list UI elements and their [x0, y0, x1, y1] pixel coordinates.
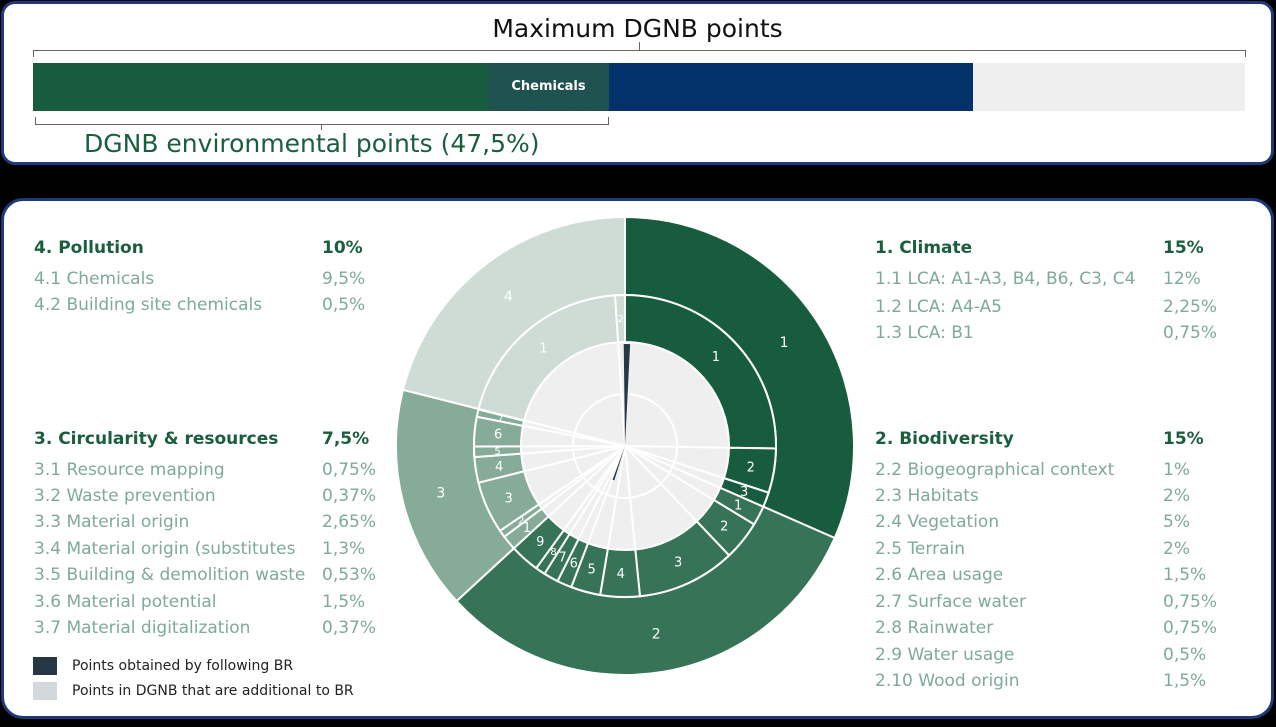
biodiversity-item-label: 2.3 Habitats	[875, 486, 979, 506]
middle-segment-label: 1	[523, 521, 531, 536]
pollution-item-label: 4.1 Chemicals	[34, 269, 155, 289]
biodiversity-item-pct: 1%	[1163, 460, 1190, 480]
biodiversity-item-label: 2.9 Water usage	[875, 645, 1015, 665]
middle-segment-label: 1	[539, 342, 547, 357]
middle-segment-label: 2	[518, 516, 524, 527]
middle-segment-label: 4	[495, 460, 503, 475]
biodiversity-item-label: 2.2 Biogeographical context	[875, 460, 1115, 480]
legend-label-additional: Points in DGNB that are additional to BR	[72, 683, 354, 699]
legend-swatch-obtained	[33, 657, 57, 675]
br-obtained-sliver	[623, 344, 631, 446]
biodiversity-item-pct: 0,75%	[1163, 618, 1218, 638]
middle-segment-label: 3	[740, 485, 748, 500]
circularity-item-pct: 1,3%	[322, 539, 366, 559]
max-points-bracket-tick	[639, 42, 640, 50]
middle-segment-label: 6	[570, 556, 578, 571]
biodiversity-item-label: 2.7 Surface water	[875, 592, 1027, 612]
biodiversity-title: 2. Biodiversity	[875, 429, 1014, 449]
pollution-item-pct: 0,5%	[322, 295, 366, 315]
circularity-item-label: 3.7 Material digitalization	[34, 618, 251, 638]
biodiversity-item-pct: 5%	[1163, 512, 1190, 532]
middle-segment-label: 3	[504, 492, 512, 507]
climate-item-pct: 12%	[1163, 269, 1201, 289]
circularity-item-label: 3.4 Material origin (substitutes	[34, 539, 296, 559]
env-points-label: DGNB environmental points (47,5%)	[84, 129, 540, 158]
biodiversity-item-pct: 0,75%	[1163, 592, 1218, 612]
bar-segment-navy	[609, 63, 973, 111]
biodiversity-item-label: 2.10 Wood origin	[875, 671, 1020, 691]
outer-segment-label: 2	[652, 626, 661, 642]
biodiversity-item-label: 2.8 Rainwater	[875, 618, 994, 638]
climate-item-pct: 0,75%	[1163, 323, 1218, 343]
circularity-item-pct: 0,37%	[322, 618, 377, 638]
biodiversity-item-pct: 2%	[1163, 539, 1190, 559]
outer-segment-label: 4	[504, 289, 513, 305]
climate-item-pct: 2,25%	[1163, 297, 1218, 317]
climate-item-label: 1.2 LCA: A4-A5	[875, 297, 1002, 317]
max-points-panel: Maximum DGNB points Chemicals DGNB envir…	[1, 1, 1274, 165]
biodiversity-item-label: 2.5 Terrain	[875, 539, 965, 559]
middle-segment-label: 7	[497, 414, 503, 425]
biodiversity-item-label: 2.4 Vegetation	[875, 512, 1000, 532]
middle-segment-label: 6	[494, 427, 502, 442]
middle-segment-label: 2	[747, 461, 755, 476]
biodiversity-item-pct: 0,5%	[1163, 645, 1207, 665]
biodiversity-pct: 15%	[1163, 429, 1204, 449]
biodiversity-item-pct: 1,5%	[1163, 565, 1207, 585]
middle-segment-label: 5	[588, 563, 596, 578]
middle-segment-label: 5	[494, 446, 500, 457]
climate-pct: 15%	[1163, 238, 1204, 258]
middle-segment-label: 2	[720, 520, 728, 535]
circularity-item-pct: 1,5%	[322, 592, 366, 612]
middle-segment-label: 4	[617, 567, 625, 582]
outer-segment-label: 1	[780, 335, 789, 351]
climate-item-label: 1.3 LCA: B1	[875, 323, 974, 343]
circularity-item-label: 3.1 Resource mapping	[34, 460, 225, 480]
biodiversity-item-pct: 2%	[1163, 486, 1190, 506]
legend-swatch-additional	[33, 682, 57, 700]
br-obtained-sliver	[612, 446, 625, 481]
middle-segment-label: 1	[712, 350, 720, 365]
max-points-bracket	[33, 50, 1246, 57]
circularity-item-pct: 0,53%	[322, 565, 377, 585]
pollution-title: 4. Pollution	[34, 238, 144, 258]
pollution-item-pct: 9,5%	[322, 269, 366, 289]
env-points-bracket	[35, 117, 609, 125]
circularity-item-label: 3.6 Material potential	[34, 592, 217, 612]
circularity-title: 3. Circularity & resources	[34, 429, 279, 449]
circularity-item-label: 3.2 Waste prevention	[34, 486, 216, 506]
legend-label-obtained: Points obtained by following BR	[72, 658, 294, 674]
middle-segment-label: 7	[558, 551, 566, 566]
outer-segment-label: 3	[436, 486, 445, 502]
middle-segment-label: 2	[618, 314, 624, 325]
circularity-item-label: 3.5 Building & demolition waste	[34, 565, 306, 585]
biodiversity-item-pct: 1,5%	[1163, 671, 1207, 691]
chemicals-label: Chemicals	[511, 79, 586, 94]
climate-item-label: 1.1 LCA: A1-A3, B4, B6, C3, C4	[875, 269, 1136, 289]
pollution-pct: 10%	[322, 238, 363, 258]
circularity-item-pct: 0,75%	[322, 460, 377, 480]
bar-segment-environmental	[33, 63, 488, 111]
bar-segment-chemicals	[488, 63, 609, 111]
bar-segment-remaining	[973, 63, 1245, 111]
pollution-item-label: 4.2 Building site chemicals	[34, 295, 263, 315]
max-points-title: Maximum DGNB points	[492, 14, 783, 43]
circularity-item-pct: 0,37%	[322, 486, 377, 506]
circularity-item-label: 3.3 Material origin	[34, 512, 190, 532]
middle-segment-label: 8	[550, 547, 556, 558]
circularity-pct: 7,5%	[322, 429, 370, 449]
middle-segment-label: 9	[536, 535, 544, 550]
middle-segment-label: 1	[734, 498, 742, 513]
middle-segment-label: 3	[674, 555, 682, 570]
biodiversity-item-label: 2.6 Area usage	[875, 565, 1004, 585]
env-points-bracket-tick	[321, 124, 322, 130]
climate-title: 1. Climate	[875, 238, 973, 258]
circularity-item-pct: 2,65%	[322, 512, 377, 532]
